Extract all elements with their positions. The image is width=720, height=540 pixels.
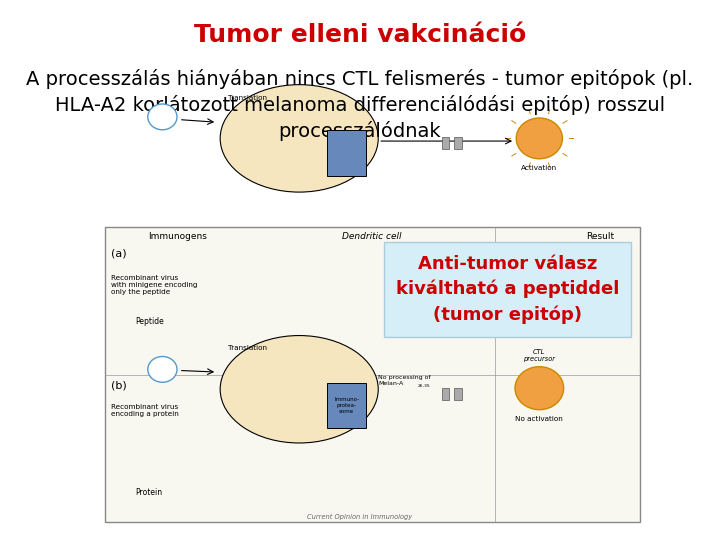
- Circle shape: [148, 356, 177, 382]
- Text: Recombinant virus
with minigene encoding
only the peptide: Recombinant virus with minigene encoding…: [111, 275, 197, 295]
- Circle shape: [516, 118, 562, 159]
- FancyBboxPatch shape: [104, 227, 639, 523]
- FancyBboxPatch shape: [327, 130, 366, 176]
- FancyBboxPatch shape: [442, 388, 449, 400]
- Text: Recombinant virus
encoding a protein: Recombinant virus encoding a protein: [111, 404, 179, 417]
- Text: Result: Result: [586, 232, 614, 241]
- Text: Activation: Activation: [521, 165, 557, 171]
- Circle shape: [515, 367, 564, 410]
- Text: CTL
precursor: CTL precursor: [523, 349, 555, 362]
- Text: Tumor elleni vakcináció: Tumor elleni vakcináció: [194, 23, 526, 47]
- Text: No activation: No activation: [516, 416, 563, 422]
- Circle shape: [148, 104, 177, 130]
- Text: Peptide: Peptide: [135, 316, 164, 326]
- Text: No processing of
Melan-A: No processing of Melan-A: [378, 375, 431, 386]
- Text: 26-35: 26-35: [418, 384, 431, 388]
- Text: Immunogens: Immunogens: [148, 232, 207, 241]
- FancyBboxPatch shape: [454, 137, 462, 149]
- Text: A processzálás hiányában nincs CTL felismerés - tumor epitópok (pl.
HLA-A2 korlá: A processzálás hiányában nincs CTL felis…: [27, 69, 693, 141]
- Ellipse shape: [220, 335, 378, 443]
- Text: Translation: Translation: [228, 345, 267, 351]
- FancyBboxPatch shape: [454, 388, 462, 400]
- Text: Immuno-
protea-
some: Immuno- protea- some: [334, 397, 359, 414]
- Ellipse shape: [220, 85, 378, 192]
- Text: Dendritic cell: Dendritic cell: [343, 232, 402, 241]
- Text: Translation: Translation: [228, 95, 267, 101]
- Text: Anti-tumor válasz
kiváltható a peptiddel
(tumor epitóp): Anti-tumor válasz kiváltható a peptiddel…: [396, 254, 619, 324]
- FancyBboxPatch shape: [442, 137, 449, 149]
- FancyBboxPatch shape: [327, 383, 366, 428]
- Text: Current Opinion in Immunology: Current Opinion in Immunology: [307, 514, 413, 521]
- Text: (b): (b): [111, 380, 127, 390]
- Text: (a): (a): [111, 248, 126, 259]
- FancyBboxPatch shape: [384, 241, 631, 337]
- Text: Protein: Protein: [135, 489, 162, 497]
